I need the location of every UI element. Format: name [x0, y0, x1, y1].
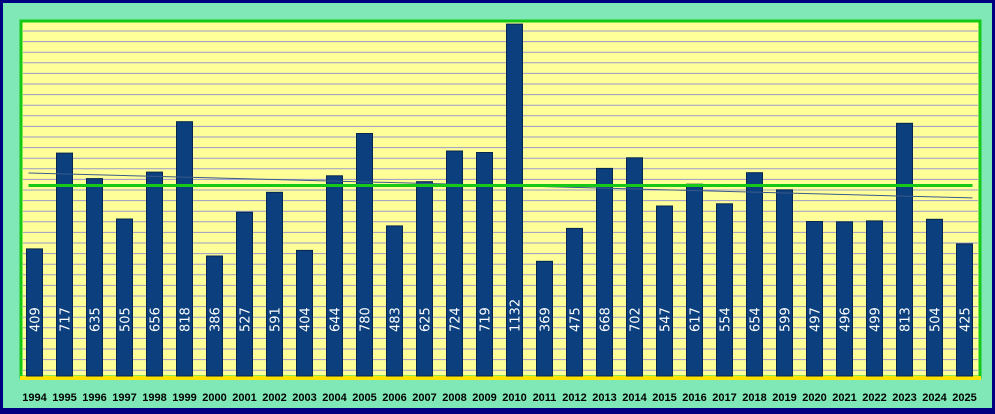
bar-2013: [596, 167, 613, 377]
x-tick-label-1996: 1996: [82, 392, 106, 404]
bar-2022: [866, 220, 883, 377]
bar-2007: [416, 181, 433, 377]
bar-value-label-1999: 818: [179, 307, 194, 332]
bar-2003: [296, 249, 313, 377]
x-tick-label-2002: 2002: [262, 392, 286, 404]
bar-value-label-2004: 644: [329, 307, 344, 332]
bar-2021: [836, 221, 853, 377]
x-tick-label-2011: 2011: [533, 392, 557, 404]
x-axis-strip: [20, 376, 981, 380]
x-tick-label-1999: 1999: [172, 392, 196, 404]
bar-value-label-2023: 813: [899, 307, 914, 332]
x-tick-label-2023: 2023: [892, 392, 916, 404]
bar-2018: [746, 172, 763, 377]
bar-value-label-2009: 719: [479, 307, 494, 332]
bar-value-label-2010: 1132: [509, 299, 524, 332]
x-tick-label-2020: 2020: [802, 392, 826, 404]
bar-2017: [716, 203, 733, 377]
bar-value-label-2003: 404: [299, 307, 314, 332]
bar-value-label-1997: 505: [119, 307, 134, 332]
bar-2000: [206, 255, 223, 377]
bar-value-label-2020: 497: [809, 307, 824, 332]
x-tick-label-2001: 2001: [232, 392, 256, 404]
bar-value-label-2011: 369: [539, 307, 554, 332]
bar-2023: [896, 122, 913, 377]
x-tick-label-2005: 2005: [352, 392, 376, 404]
x-tick-label-2007: 2007: [412, 392, 436, 404]
bar-2002: [266, 191, 283, 377]
x-tick-label-2014: 2014: [622, 392, 647, 404]
x-tick-label-2016: 2016: [682, 392, 706, 404]
x-tick-label-2006: 2006: [382, 392, 406, 404]
bar-1999: [176, 121, 193, 377]
x-tick-label-2010: 2010: [502, 392, 526, 404]
bar-1997: [116, 218, 133, 377]
bar-value-label-2017: 554: [719, 307, 734, 332]
x-tick-label-2004: 2004: [322, 392, 347, 404]
x-tick-label-2015: 2015: [652, 392, 676, 404]
bar-value-label-1998: 656: [149, 307, 164, 332]
bar-value-label-2005: 780: [359, 307, 374, 332]
bar-2019: [776, 189, 793, 377]
bar-chart: 409 1994 717 1995 635 1996 505 1997 656 1998 818 19…: [19, 19, 982, 404]
bar-1994: [26, 248, 43, 377]
bar-value-label-2007: 625: [419, 307, 434, 332]
bar-2010: [506, 23, 523, 377]
bar-value-label-2014: 702: [629, 307, 644, 332]
bar-2025: [956, 243, 973, 377]
bar-value-label-2012: 475: [569, 307, 584, 332]
bar-2015: [656, 205, 673, 377]
bar-2016: [686, 183, 703, 377]
x-tick-label-2024: 2024: [922, 392, 947, 404]
x-tick-label-2025: 2025: [952, 392, 976, 404]
bar-value-label-1994: 409: [29, 307, 44, 332]
bar-value-label-2001: 527: [239, 307, 254, 332]
x-tick-label-1998: 1998: [142, 392, 166, 404]
x-tick-label-2021: 2021: [832, 392, 856, 404]
bar-2001: [236, 211, 253, 377]
bar-1996: [86, 178, 103, 377]
bar-1995: [56, 152, 73, 377]
bar-value-label-2013: 668: [599, 307, 614, 332]
bar-value-label-2022: 499: [869, 307, 884, 332]
bar-2009: [476, 152, 493, 377]
bar-value-label-1995: 717: [59, 307, 74, 332]
x-tick-label-2003: 2003: [292, 392, 316, 404]
bar-value-label-2024: 504: [929, 307, 944, 332]
x-tick-label-2008: 2008: [442, 392, 466, 404]
bar-value-label-1996: 635: [89, 307, 104, 332]
bar-2005: [356, 133, 373, 377]
x-tick-label-2022: 2022: [862, 392, 886, 404]
bar-value-label-2015: 547: [659, 307, 674, 332]
x-tick-label-2013: 2013: [592, 392, 616, 404]
bar-value-label-2000: 386: [209, 307, 224, 332]
x-tick-label-2018: 2018: [742, 392, 766, 404]
bar-value-label-2016: 617: [689, 307, 704, 332]
bar-2011: [536, 260, 553, 377]
x-tick-label-1994: 1994: [22, 392, 47, 404]
bar-value-label-2021: 496: [839, 307, 854, 332]
bar-2012: [566, 227, 583, 377]
x-tick-label-2012: 2012: [562, 392, 586, 404]
bar-value-label-2025: 425: [959, 307, 974, 332]
x-tick-label-2009: 2009: [472, 392, 496, 404]
bar-2006: [386, 225, 403, 377]
bar-2014: [626, 157, 643, 377]
x-tick-label-2017: 2017: [712, 392, 736, 404]
bar-value-label-2008: 724: [449, 307, 464, 332]
bar-value-label-2019: 599: [779, 307, 794, 332]
bar-2020: [806, 221, 823, 377]
bar-value-label-2006: 483: [389, 307, 404, 332]
x-tick-label-2000: 2000: [202, 392, 226, 404]
bar-2008: [446, 150, 463, 377]
bar-value-label-2018: 654: [749, 307, 764, 332]
x-tick-label-1997: 1997: [112, 392, 136, 404]
bar-1998: [146, 171, 163, 377]
bar-value-label-2002: 591: [269, 307, 284, 332]
x-tick-label-2019: 2019: [772, 392, 796, 404]
bar-2024: [926, 218, 943, 377]
bar-2004: [326, 175, 343, 377]
x-tick-label-1995: 1995: [52, 392, 76, 404]
